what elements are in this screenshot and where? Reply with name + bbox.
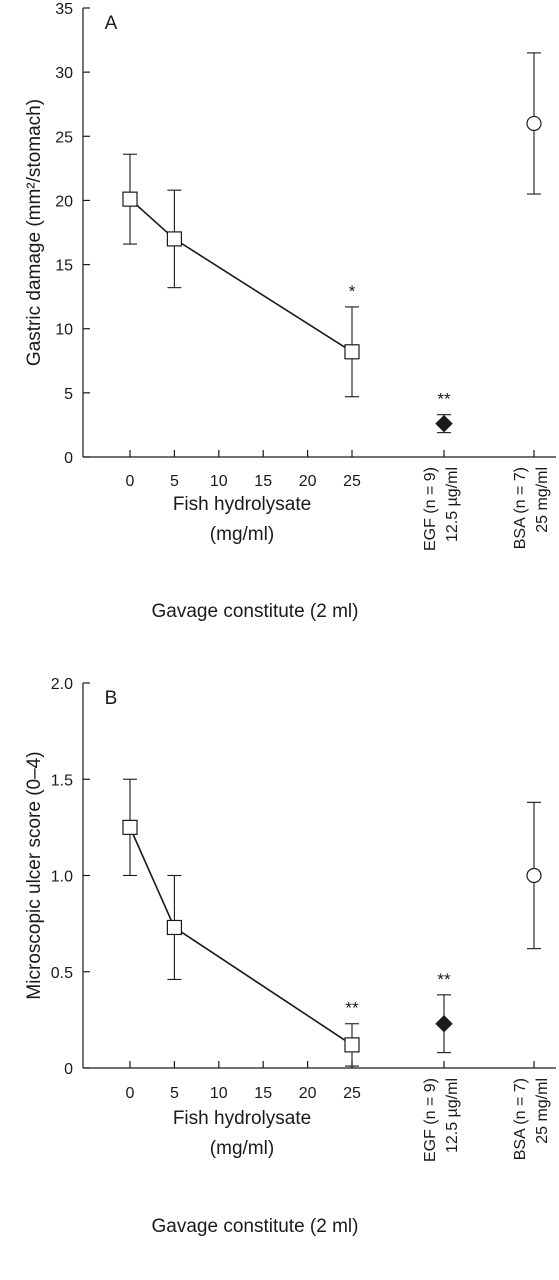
x-axis-label-units: (mg/ml) [210,1138,274,1159]
y-tick-label: 0 [64,1061,73,1078]
data-point-circle [526,867,542,884]
extra-label-line2: 25 mg/ml [534,467,551,533]
x-tick-label: 5 [170,473,179,490]
y-axis-label: Microscopic ulcer score (0–4) [24,751,45,999]
y-tick-label: 0 [64,450,73,467]
data-point-diamond [435,414,453,433]
series-line [129,827,353,1046]
series-line [129,198,353,353]
y-tick-label: 30 [55,65,73,82]
y-tick-label: 25 [55,129,73,146]
significance-marker: * [349,282,356,301]
data-point-circle [526,115,542,132]
data-point-square [166,231,182,247]
extra-label-line1: EGF (n = 9) [422,1078,439,1162]
extra-label-line1: EGF (n = 9) [422,467,439,551]
y-tick-label: 1.0 [51,869,73,886]
x-tick-label: 5 [170,1085,179,1102]
x-tick-label: 25 [343,1085,361,1102]
x-tick-label: 20 [299,473,317,490]
x-tick-label: 10 [210,473,228,490]
extra-label-line2: 12.5 µg/ml [444,1078,461,1153]
panel-b: 0 0.5 1.0 1.5 2.0 0 5 10 15 20 25 EGF (n = 9) 12.5 µ… [24,676,556,1237]
extra-label-line2: 12.5 µg/ml [444,467,461,542]
y-tick-label: 1.5 [51,772,73,789]
y-tick-label: 0.5 [51,965,73,982]
y-tick-label: 20 [55,193,73,210]
data-point-square [122,819,138,835]
y-tick-label: 2.0 [51,676,73,693]
significance-marker: ** [437,970,451,989]
data-point-square [344,344,360,360]
x-tick-label: 25 [343,473,361,490]
extra-label-line1: BSA (n = 7) [512,467,529,549]
significance-marker: ** [437,390,451,409]
y-tick-label: 15 [55,258,73,275]
data-point-square [122,191,138,207]
extra-label-line2: 25 mg/ml [534,1078,551,1144]
x-axis-label-units: (mg/ml) [210,524,274,545]
y-tick-label: 10 [55,322,73,339]
x-tick-label: 20 [299,1085,317,1102]
data-point-square [166,919,182,936]
y-tick-label: 5 [64,386,73,403]
x-axis-label: Fish hydrolysate [173,494,311,515]
extra-label-line1: BSA (n = 7) [512,1078,529,1160]
x-tick-label: 0 [126,473,135,490]
panel-a: 0 5 10 15 20 25 30 35 0 5 10 15 20 25 EGF (n = 9) 12.5 … [24,1,556,622]
x-tick-label: 0 [126,1085,135,1102]
x-tick-label: 10 [210,1085,228,1102]
significance-marker: ** [345,999,359,1018]
y-axis-label: Gastric damage (mm²/stomach) [24,99,45,366]
data-point-diamond [435,1015,453,1033]
data-point-square [344,1037,360,1053]
x-axis-label: Fish hydrolysate [173,1108,311,1129]
x-tick-label: 15 [254,1085,272,1102]
panel-label: B [105,688,118,709]
x-tick-label: 15 [254,473,272,490]
group-axis-label: Gavage constitute (2 ml) [152,601,359,622]
y-tick-label: 35 [55,1,73,18]
group-axis-label: Gavage constitute (2 ml) [152,1216,359,1237]
panel-label: A [105,13,118,34]
